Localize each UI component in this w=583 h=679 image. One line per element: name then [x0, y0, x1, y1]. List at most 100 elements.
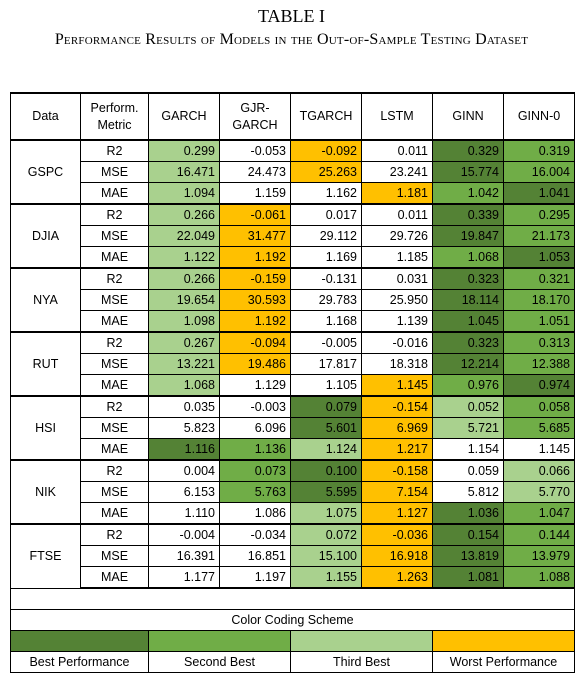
table-row: MAE 1.177 1.197 1.155 1.263 1.081 1.088	[11, 566, 575, 589]
value-cell: -0.092	[290, 139, 362, 162]
value-cell: 1.086	[219, 502, 291, 525]
legend-swatch-second	[148, 630, 291, 652]
metric-name: MSE	[80, 225, 149, 247]
metric-name: MSE	[80, 353, 149, 375]
value-cell: 1.036	[432, 502, 504, 525]
value-cell: 0.100	[290, 459, 362, 482]
value-cell: 0.339	[432, 203, 504, 226]
value-cell: 1.116	[148, 438, 220, 461]
value-cell: 0.079	[290, 395, 362, 418]
metric-name: MAE	[80, 502, 149, 525]
value-cell: 29.112	[290, 225, 362, 247]
value-cell: 25.263	[290, 161, 362, 183]
legend: Color Coding Scheme Best Performance Sec…	[10, 587, 575, 673]
value-cell: 13.979	[503, 545, 575, 567]
value-cell: 1.192	[219, 246, 291, 269]
legend-label-worst: Worst Performance	[432, 651, 575, 673]
value-cell: 0.011	[361, 203, 433, 226]
value-cell: 1.124	[290, 438, 362, 461]
value-cell: 5.823	[148, 417, 220, 439]
metric-name: MAE	[80, 310, 149, 333]
header-row: Data Perform. Metric GARCH GJR-GARCH TGA…	[10, 92, 575, 141]
value-cell: 1.168	[290, 310, 362, 333]
legend-label-best: Best Performance	[10, 651, 149, 673]
value-cell: 17.817	[290, 353, 362, 375]
value-cell: 0.154	[432, 523, 504, 546]
table-row: MSE 16.391 16.851 15.100 16.918 13.819 13.979	[11, 545, 575, 567]
table-row: MSE 19.654 30.593 29.783 25.950 18.114 18.170	[11, 289, 575, 311]
value-cell: 0.144	[503, 523, 575, 546]
value-cell: 0.313	[503, 331, 575, 354]
value-cell: 0.329	[432, 139, 504, 162]
table-row: MAE 1.068 1.129 1.105 1.145 0.976 0.974	[11, 374, 575, 397]
value-cell: 0.319	[503, 139, 575, 162]
value-cell: -0.036	[361, 523, 433, 546]
table-body: GSPC R2 0.299 -0.053 -0.092 0.011 0.329 0.319 MS…	[10, 139, 575, 589]
value-cell: 0.267	[148, 331, 220, 354]
value-cell: -0.094	[219, 331, 291, 354]
value-cell: -0.154	[361, 395, 433, 418]
value-cell: 1.162	[290, 182, 362, 205]
dataset-name: HSI	[10, 395, 81, 461]
table-row: GSPC R2 0.299 -0.053 -0.092 0.011 0.329 0.319	[10, 139, 575, 205]
metric-name: R2	[80, 523, 149, 546]
table-row: NIK R2 0.004 0.073 0.100 -0.158 0.059 0.066	[10, 459, 575, 525]
value-cell: 1.185	[361, 246, 433, 269]
dataset-name: FTSE	[10, 523, 81, 589]
legend-swatch-best	[10, 630, 149, 652]
legend-title: Color Coding Scheme	[10, 609, 575, 631]
header-model: GINN-0	[503, 92, 575, 141]
value-cell: 0.017	[290, 203, 362, 226]
legend-spacer	[10, 587, 575, 610]
value-cell: 5.770	[503, 481, 575, 503]
value-cell: 1.159	[219, 182, 291, 205]
metric-name: R2	[80, 267, 149, 290]
value-cell: 1.110	[148, 502, 220, 525]
legend-spacer-row	[10, 587, 575, 610]
value-cell: 1.127	[361, 502, 433, 525]
value-cell: 5.763	[219, 481, 291, 503]
value-cell: 1.081	[432, 566, 504, 589]
value-cell: -0.034	[219, 523, 291, 546]
value-cell: 1.217	[361, 438, 433, 461]
value-cell: 1.075	[290, 502, 362, 525]
metric-name: MAE	[80, 182, 149, 205]
value-cell: 0.295	[503, 203, 575, 226]
metric-name: MSE	[80, 161, 149, 183]
legend-swatch-row	[10, 630, 575, 652]
metric-name: R2	[80, 459, 149, 482]
value-cell: 0.073	[219, 459, 291, 482]
value-cell: 25.950	[361, 289, 433, 311]
table-row: MAE 1.110 1.086 1.075 1.127 1.036 1.047	[11, 502, 575, 525]
value-cell: 19.654	[148, 289, 220, 311]
metric-name: MAE	[80, 438, 149, 461]
legend-swatch-worst	[432, 630, 575, 652]
value-cell: 16.918	[361, 545, 433, 567]
table-row: MSE 22.049 31.477 29.112 29.726 19.847 21.173	[11, 225, 575, 247]
value-cell: 0.323	[432, 331, 504, 354]
value-cell: 1.192	[219, 310, 291, 333]
header-model: GJR-GARCH	[219, 92, 291, 141]
value-cell: 0.976	[432, 374, 504, 397]
value-cell: 1.197	[219, 566, 291, 589]
value-cell: 6.153	[148, 481, 220, 503]
value-cell: 0.011	[361, 139, 433, 162]
value-cell: 5.595	[290, 481, 362, 503]
value-cell: 1.139	[361, 310, 433, 333]
value-cell: 0.066	[503, 459, 575, 482]
value-cell: -0.004	[148, 523, 220, 546]
value-cell: -0.016	[361, 331, 433, 354]
value-cell: 15.100	[290, 545, 362, 567]
value-cell: 0.052	[432, 395, 504, 418]
value-cell: 18.170	[503, 289, 575, 311]
dataset-name: RUT	[10, 331, 81, 397]
dataset-name: NIK	[10, 459, 81, 525]
value-cell: 0.266	[148, 267, 220, 290]
value-cell: 1.169	[290, 246, 362, 269]
value-cell: 0.974	[503, 374, 575, 397]
legend-label-second: Second Best	[148, 651, 291, 673]
value-cell: 1.088	[503, 566, 575, 589]
value-cell: 21.173	[503, 225, 575, 247]
value-cell: -0.003	[219, 395, 291, 418]
value-cell: 16.391	[148, 545, 220, 567]
